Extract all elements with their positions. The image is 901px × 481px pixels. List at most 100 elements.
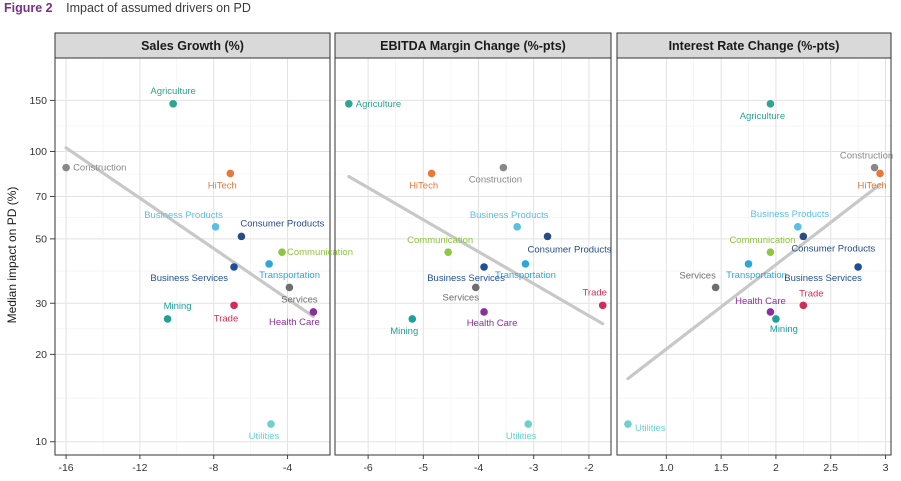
point-label-business-products: Business Products (750, 209, 829, 220)
point-label-utilities: Utilities (249, 431, 280, 442)
point-label-health-care: Health Care (467, 318, 518, 329)
trend-line (347, 174, 605, 326)
x-tick-label: 1.0 (659, 462, 674, 474)
point-services (711, 283, 720, 292)
point-label-mining: Mining (770, 324, 798, 335)
point-business-products (513, 223, 521, 231)
panel-border (616, 57, 892, 456)
point-health-care (480, 308, 488, 316)
point-label-trade: Trade (582, 287, 606, 298)
point-business-products (211, 223, 220, 231)
point-label-consumer-products: Consumer Products (791, 243, 875, 254)
point-label-business-services: Business Services (427, 273, 505, 284)
panel-border (334, 57, 612, 456)
point-services (471, 283, 480, 292)
point-label-hitech: HiTech (858, 180, 887, 191)
point-label-health-care: Health Care (735, 296, 786, 307)
point-utilities (624, 420, 632, 428)
x-tick-label: -5 (419, 462, 428, 474)
point-construction (499, 163, 508, 172)
point-services (285, 283, 294, 292)
point-label-business-products: Business Products (144, 210, 223, 221)
x-tick-label: -16 (58, 462, 73, 474)
point-agriculture (345, 100, 353, 108)
point-label-construction: Construction (469, 175, 522, 186)
point-communication (444, 248, 452, 256)
point-agriculture (766, 100, 775, 108)
x-tick-label: -4 (283, 462, 292, 474)
x-tick-label: -6 (363, 462, 372, 474)
point-label-utilities: Utilities (506, 431, 537, 442)
point-label-trade: Trade (214, 313, 238, 324)
point-agriculture (169, 100, 177, 108)
point-label-services: Services (443, 292, 480, 303)
point-business-services (854, 263, 862, 271)
point-label-business-services: Business Services (784, 273, 862, 284)
point-label-construction: Construction (73, 163, 126, 174)
point-label-consumer-products: Consumer Products (528, 244, 612, 255)
panel-sales-growth: Sales Growth (%) -16 -12 -8 -4 Agriculture Con… (54, 32, 353, 474)
point-utilities (524, 420, 532, 428)
point-label-consumer-products: Consumer Products (240, 218, 324, 229)
y-tick-label: 100 (29, 146, 47, 158)
point-transportation (521, 260, 530, 268)
point-label-hitech: HiTech (208, 180, 237, 191)
panel-strip (616, 32, 892, 59)
point-communication (278, 248, 286, 256)
x-tick-label: 2.5 (823, 462, 838, 474)
point-label-mining: Mining (164, 301, 192, 312)
point-utilities (267, 420, 275, 428)
point-label-communication: Communication (729, 235, 795, 246)
panel-title: Interest Rate Change (%-pts) (669, 39, 840, 53)
x-tick-label: -12 (132, 462, 147, 474)
point-consumer-products (799, 232, 808, 241)
point-label-construction: Construction (840, 151, 893, 162)
point-mining (163, 315, 172, 323)
point-mining (772, 315, 780, 323)
point-construction (62, 163, 70, 172)
panel-interest-rate-change-pts: Interest Rate Change (%-pts) 1.0 1.5 2 2.5 3 A… (616, 32, 893, 474)
point-hitech (427, 169, 436, 178)
y-tick-label: 30 (35, 298, 47, 310)
point-label-agriculture: Agriculture (150, 86, 195, 97)
point-label-trade: Trade (799, 288, 823, 299)
x-tick-label: 1.5 (714, 462, 729, 474)
panel-ebitda-margin-change-pts: EBITDA Margin Change (%-pts) -6 -5 -4 -3 -2 Ag… (334, 32, 612, 474)
figure-header: Figure 2 Impact of assumed drivers on PD (4, 1, 251, 15)
point-communication (766, 248, 775, 256)
point-label-services: Services (281, 294, 318, 305)
point-label-communication: Communication (287, 247, 353, 258)
point-construction (870, 163, 879, 172)
point-consumer-products (543, 232, 552, 241)
point-consumer-products (237, 232, 246, 241)
panel-border (54, 57, 331, 456)
point-hitech (226, 169, 235, 178)
figure-title: Impact of assumed drivers on PD (66, 1, 251, 15)
point-label-hitech: HiTech (409, 180, 438, 191)
y-tick-label: 150 (29, 95, 47, 107)
y-tick-label: 10 (35, 436, 47, 448)
point-health-care (766, 308, 775, 316)
x-tick-label: -3 (529, 462, 538, 474)
point-trade (230, 301, 238, 310)
point-business-services (230, 263, 238, 271)
x-tick-label: -2 (584, 462, 593, 474)
point-trade (799, 301, 808, 310)
point-label-transportation: Transportation (726, 270, 787, 281)
x-tick-label: -4 (474, 462, 483, 474)
point-label-services: Services (679, 270, 716, 281)
y-axis-label: Median impact on PD (%) (5, 187, 19, 324)
point-business-products (794, 223, 802, 231)
point-label-mining: Mining (390, 326, 418, 337)
x-tick-label: 3 (883, 462, 889, 474)
y-tick-label: 70 (35, 191, 47, 203)
point-hitech (876, 169, 884, 178)
panel-strip (54, 32, 331, 59)
y-tick-label: 50 (35, 233, 47, 245)
point-label-agriculture: Agriculture (740, 111, 785, 122)
point-label-business-services: Business Services (150, 273, 228, 284)
panel-title: Sales Growth (%) (141, 39, 244, 53)
panel-title: EBITDA Margin Change (%-pts) (380, 39, 566, 53)
y-tick-label: 20 (35, 349, 47, 361)
